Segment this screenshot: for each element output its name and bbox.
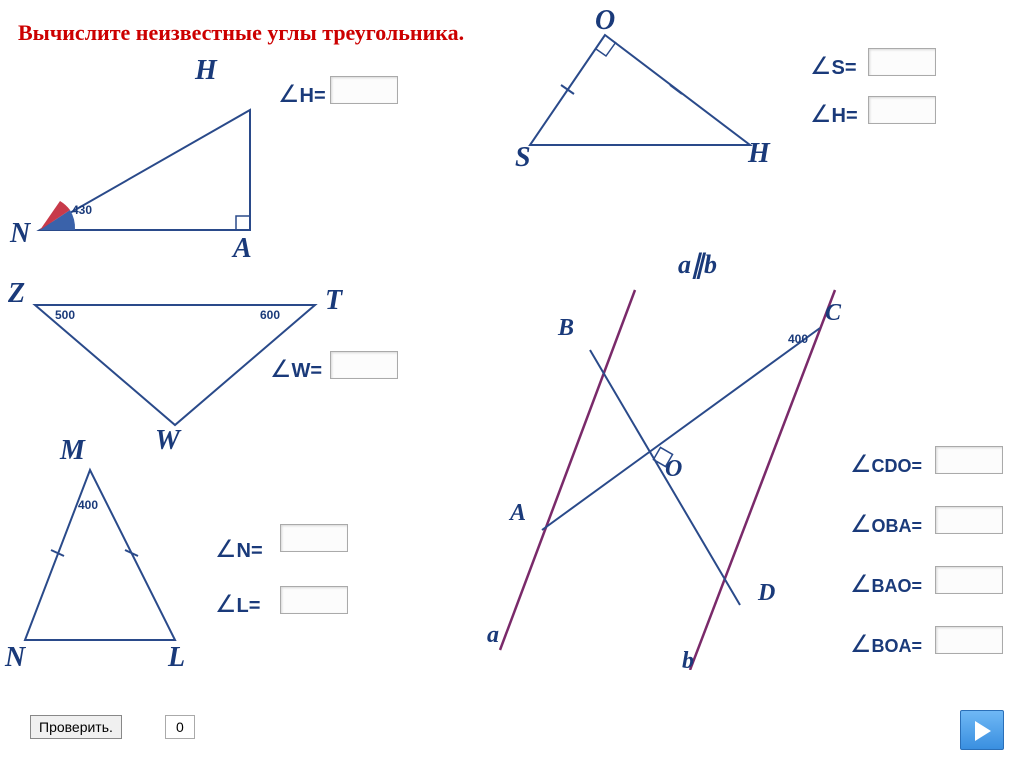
parallel-diagram	[460, 250, 860, 670]
input-s2[interactable]	[868, 48, 936, 76]
pt-b: B	[558, 315, 574, 342]
page-title: Вычислите неизвестные углы треугольника.	[18, 20, 464, 46]
input-boa[interactable]	[935, 626, 1003, 654]
ask-bao-text: BAO=	[872, 576, 923, 596]
input-n4[interactable]	[280, 524, 348, 552]
angle-c: 400	[788, 332, 808, 346]
ask-s2-label: ∠S=	[810, 52, 857, 81]
vertex-m4: M	[60, 435, 85, 467]
ask-h1-text: H=	[300, 85, 326, 107]
check-button[interactable]: Проверить.	[30, 715, 122, 739]
input-cdo[interactable]	[935, 446, 1003, 474]
ask-w3-label: ∠W=	[270, 355, 322, 384]
triangle-nha	[20, 60, 280, 250]
ask-n4-text: N=	[237, 540, 263, 562]
vertex-l4: L	[168, 642, 185, 674]
ask-oba-text: OBA=	[872, 516, 923, 536]
triangle-mnl	[10, 450, 210, 660]
ask-n4-label: ∠N=	[215, 535, 263, 564]
ask-boa-label: ∠BOA=	[850, 630, 922, 659]
line-b-label: b	[682, 648, 694, 675]
ask-cdo-label: ∠CDO=	[850, 450, 922, 479]
ask-h2-text: H=	[832, 105, 858, 127]
triangle-osh	[500, 15, 780, 175]
pt-o: O	[665, 456, 682, 483]
angle-m4: 400	[78, 498, 98, 512]
angle-t3: 600	[260, 308, 280, 322]
vertex-h2: H	[748, 138, 770, 170]
line-a-label: a	[487, 622, 499, 649]
ask-s2-text: S=	[832, 57, 857, 79]
ask-w3-text: W=	[292, 360, 323, 382]
angle-z3: 500	[55, 308, 75, 322]
score-counter: 0	[165, 715, 195, 739]
input-oba[interactable]	[935, 506, 1003, 534]
vertex-z3: Z	[8, 278, 25, 310]
pt-d: D	[758, 580, 775, 607]
input-l4[interactable]	[280, 586, 348, 614]
input-w3[interactable]	[330, 351, 398, 379]
input-bao[interactable]	[935, 566, 1003, 594]
ask-cdo-text: CDO=	[872, 456, 923, 476]
vertex-n4: N	[5, 642, 25, 674]
pt-c: C	[825, 300, 841, 327]
ask-boa-text: BOA=	[872, 636, 923, 656]
ask-l4-text: L=	[237, 595, 261, 617]
ask-bao-label: ∠BAO=	[850, 570, 922, 599]
ask-h2-label: ∠H=	[810, 100, 858, 129]
parallel-cond: a∥b	[678, 250, 717, 280]
angle-n-text: 430	[72, 203, 92, 217]
vertex-o2: O	[595, 5, 615, 37]
pt-a: A	[510, 500, 526, 527]
input-h2[interactable]	[868, 96, 936, 124]
vertex-n1: N	[10, 218, 30, 250]
vertex-s2: S	[515, 142, 531, 174]
input-h1[interactable]	[330, 76, 398, 104]
next-button[interactable]	[960, 710, 1004, 750]
vertex-h1: H	[195, 55, 217, 87]
vertex-t3: T	[325, 285, 342, 317]
ask-l4-label: ∠L=	[215, 590, 260, 619]
ask-oba-label: ∠OBA=	[850, 510, 922, 539]
vertex-a1: A	[233, 233, 252, 265]
ask-h1-label: ∠H=	[278, 80, 326, 109]
